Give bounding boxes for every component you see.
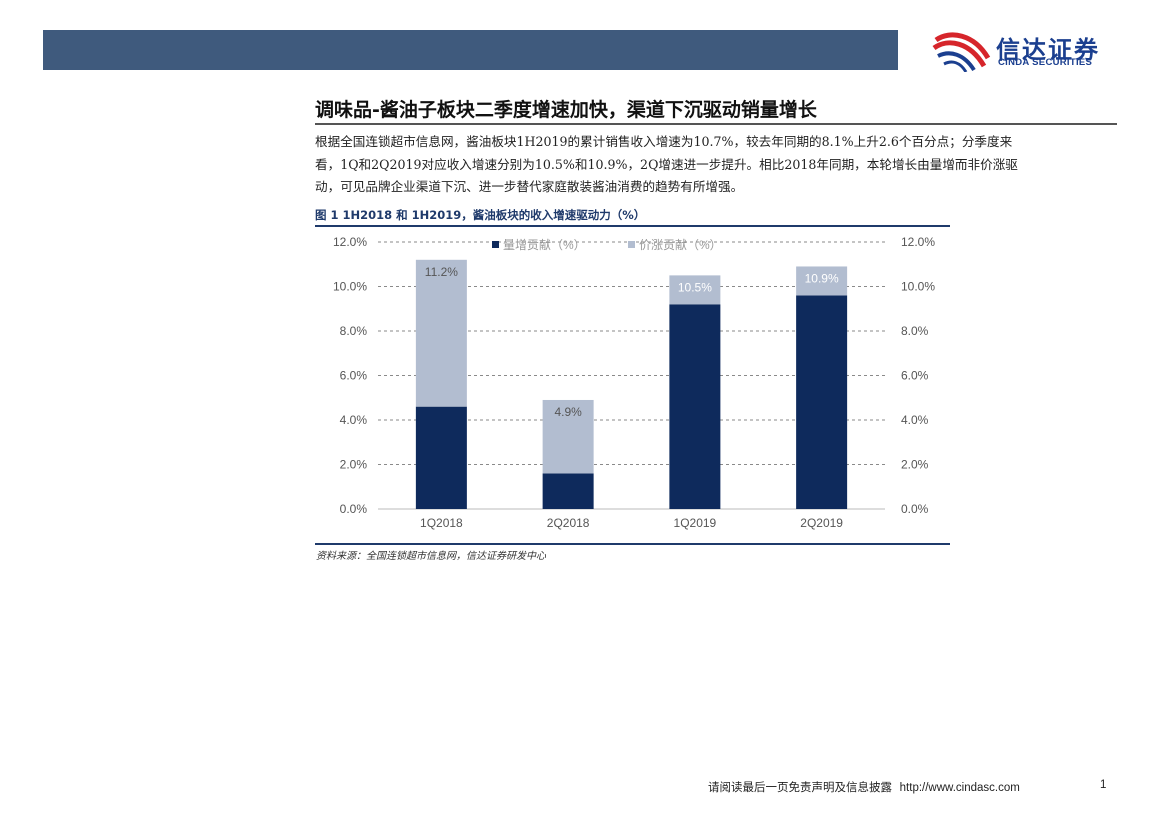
figure-source: 资料来源：全国连锁超市信息网，信达证券研发中心 [316, 551, 546, 562]
paragraph-line: 根据全国连锁超市信息网，酱油板块1H2019的累计销售收入增速为10.7%，较去… [315, 134, 1013, 149]
bar-volume [669, 304, 721, 509]
footer-disclaimer: 请阅读最后一页免责声明及信息披露 http://www.cindasc.com [708, 779, 1020, 795]
disclaimer-text: 请阅读最后一页免责声明及信息披露 [708, 780, 892, 794]
y-tick-label-left: 0.0% [340, 502, 368, 516]
bar-volume [542, 473, 594, 509]
legend-swatch [628, 241, 635, 248]
figure-title: 图 1 1H2018 和 1H2019，酱油板块的收入增速驱动力（%） [315, 208, 646, 222]
y-tick-label-right: 8.0% [901, 324, 929, 338]
bar-price [415, 259, 467, 407]
x-tick-label: 1Q2019 [674, 516, 717, 530]
bar-volume [796, 295, 848, 509]
legend-swatch [492, 241, 499, 248]
figure-top-rule [315, 225, 950, 227]
bar-price [542, 399, 594, 474]
x-tick-label: 1Q2018 [420, 516, 463, 530]
total-data-label: 10.5% [678, 280, 712, 294]
y-tick-label-left: 2.0% [340, 458, 368, 472]
cinda-logo: 信达证券 CINDA SECURITIES [930, 28, 1130, 73]
y-tick-label-left: 8.0% [340, 324, 368, 338]
x-tick-label: 2Q2018 [547, 516, 590, 530]
y-tick-label-right: 2.0% [901, 458, 929, 472]
bar-price [669, 275, 721, 305]
website-link[interactable]: http://www.cindasc.com [899, 782, 1020, 794]
y-tick-label-left: 4.0% [340, 413, 368, 427]
total-data-label: 10.9% [805, 271, 839, 285]
legend-label: 量增贡献（%） [503, 237, 586, 252]
total-data-label: 11.2% [425, 265, 458, 279]
bar-price [796, 266, 848, 296]
cinda-logo-icon [932, 32, 991, 73]
y-tick-label-right: 6.0% [901, 369, 929, 383]
x-tick-label: 2Q2019 [800, 516, 843, 530]
y-tick-label-left: 12.0% [333, 235, 367, 249]
y-tick-label-left: 6.0% [340, 369, 368, 383]
bar-volume [415, 406, 467, 509]
y-tick-label-right: 0.0% [901, 502, 929, 516]
header-bar [43, 30, 898, 70]
section-title: 调味品-酱油子板块二季度增速加快，渠道下沉驱动销量增长 [315, 99, 817, 121]
legend-label: 价涨贡献（%） [639, 237, 722, 252]
paragraph-line: 动，可见品牌企业渠道下沉、进一步替代家庭散装酱油消费的趋势有所增强。 [315, 179, 744, 194]
y-tick-label-right: 10.0% [901, 280, 935, 294]
logo-text-cn: 信达证券 [996, 36, 1100, 64]
total-data-label: 4.9% [554, 405, 582, 419]
stacked-bar-chart: 0.0% 0.0% 2.0% 2.0% 4.0% 4.0% 6.0% 6.0% 8.0% 8.0%… [333, 235, 935, 530]
page-number: 1 [1100, 779, 1107, 791]
body-paragraph: 根据全国连锁超市信息网，酱油板块1H2019的累计销售收入增速为10.7%，较去… [315, 131, 1115, 199]
y-tick-label-right: 12.0% [901, 235, 935, 249]
title-divider [315, 123, 1117, 125]
y-tick-label-right: 4.0% [901, 413, 929, 427]
paragraph-line: 看，1Q和2Q2019对应收入增速分别为10.5%和10.9%，2Q增速进一步提… [315, 156, 1018, 172]
y-tick-label-left: 10.0% [333, 280, 367, 294]
logo-text-en: CINDA SECURITIES [998, 57, 1093, 68]
figure-bottom-rule [315, 543, 950, 545]
